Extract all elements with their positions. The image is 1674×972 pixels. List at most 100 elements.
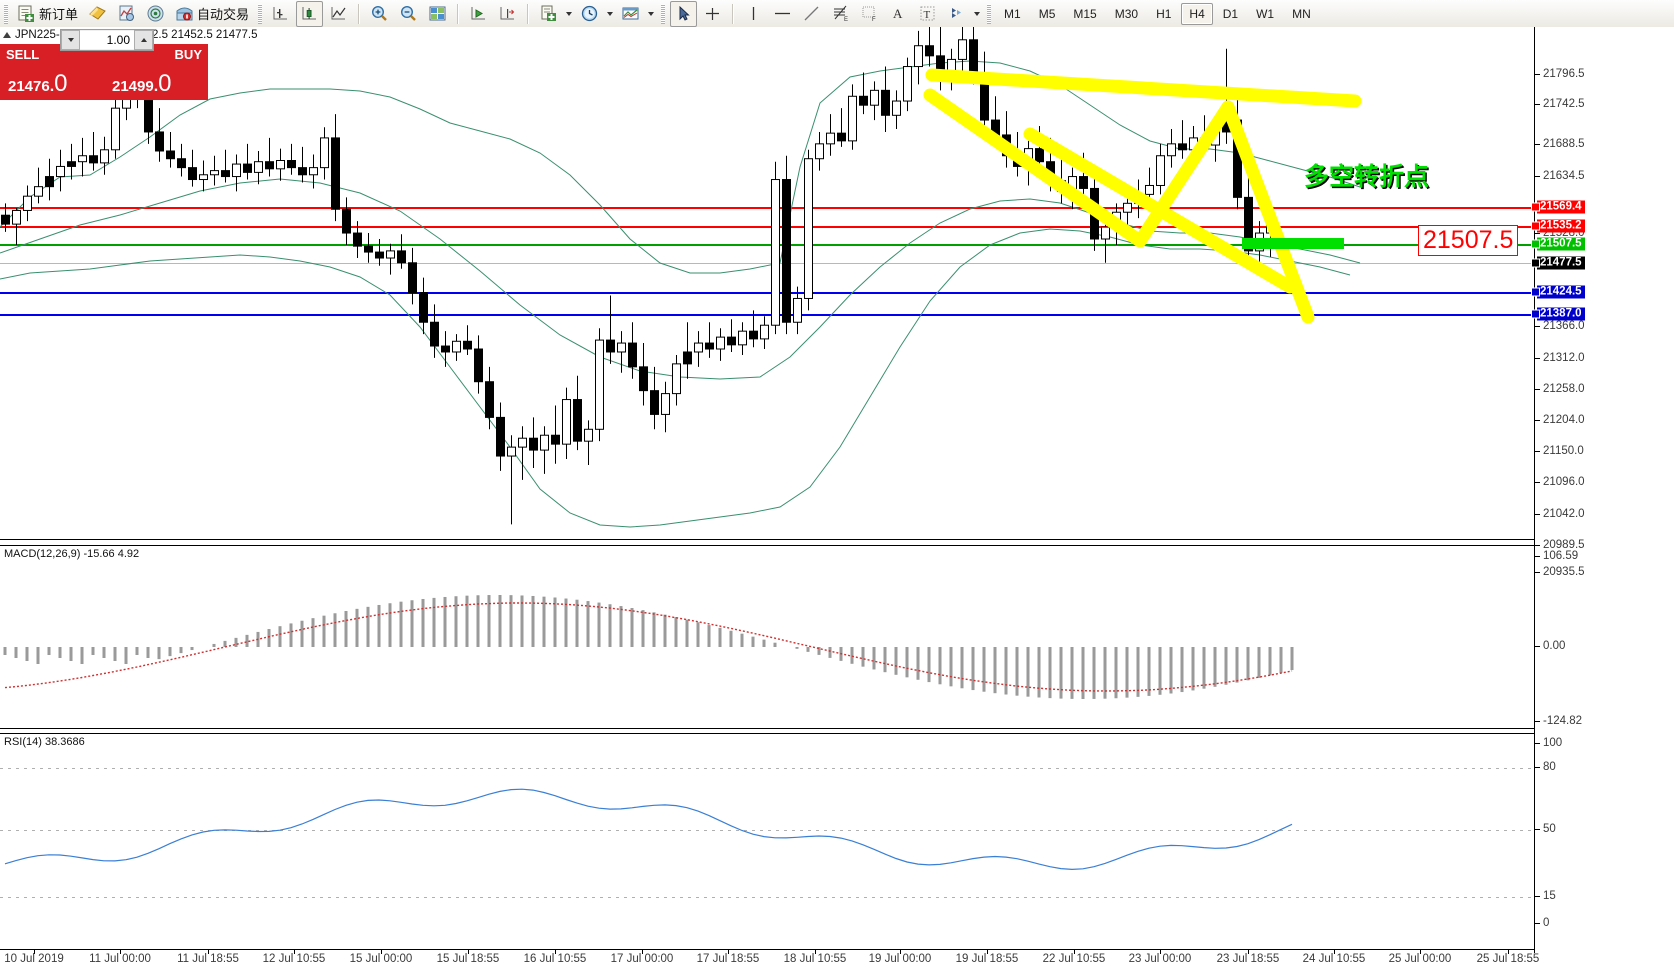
expert-advisors-button[interactable] [84, 1, 111, 27]
templates-icon [539, 4, 558, 23]
period-dropdown-arrow[interactable] [607, 11, 614, 16]
plot-wrapper[interactable]: 多空转折点 21507.5 MACD(12,26,9) -15.66 4.92 … [0, 27, 1539, 972]
price-pane[interactable]: 多空转折点 21507.5 [0, 27, 1534, 540]
price-tick [1535, 74, 1540, 75]
price-level-handle[interactable] [1531, 258, 1540, 268]
text-label-button[interactable]: A [885, 1, 912, 27]
toolbar-grip-3[interactable] [661, 3, 666, 24]
templates-dropdown-arrow[interactable] [566, 11, 573, 16]
horizontal-line-button[interactable] [769, 1, 796, 27]
price-axis[interactable]: 21796.521742.521688.521634.521580.521528… [1531, 27, 1674, 953]
period-button[interactable] [576, 1, 603, 27]
price-level-line[interactable] [0, 314, 1534, 316]
new-order-label: 新订单 [39, 7, 79, 22]
indicator-dropdown-arrow[interactable] [648, 11, 655, 16]
new-order-button[interactable]: 新订单 [13, 1, 82, 27]
timeframe-m1[interactable]: M1 [1004, 6, 1021, 21]
time-tick [728, 950, 729, 954]
channel-button[interactable]: F [856, 1, 883, 27]
line-chart-button[interactable] [325, 1, 352, 27]
price-level-line[interactable] [0, 292, 1534, 294]
time-axis-label: 23 Jul 18:55 [1216, 953, 1280, 965]
price-level-line[interactable] [0, 226, 1534, 228]
signals-button[interactable] [142, 1, 169, 27]
timeframe-m30[interactable]: M30 [1114, 6, 1139, 21]
buy-button[interactable]: BUY 21499.0 [104, 44, 208, 100]
cursor-button[interactable] [670, 0, 698, 27]
price-level-handle[interactable] [1531, 221, 1540, 231]
time-axis-label: 23 Jul 00:00 [1128, 953, 1192, 965]
price-level-handle[interactable] [1531, 239, 1540, 249]
price-level-label[interactable]: 21535.2 [1537, 219, 1585, 233]
volume-value[interactable]: 1.00 [80, 31, 134, 49]
crosshair-button[interactable] [699, 1, 726, 27]
zoom-out-button[interactable] [395, 1, 422, 27]
price-level-handle[interactable] [1531, 287, 1540, 297]
timeframe-d1[interactable]: D1 [1222, 6, 1239, 21]
fibonacci-button[interactable]: E [827, 1, 854, 27]
vertical-line-button[interactable] [740, 1, 767, 27]
toolbar-grip[interactable] [4, 3, 8, 24]
trade-buttons-box: SELL 21476.0 BUY 21499.0 1.00 [0, 29, 208, 100]
price-tick [1535, 358, 1540, 359]
market-button[interactable]: 自动交易 [171, 1, 253, 27]
timeframe-m15[interactable]: M15 [1073, 6, 1097, 21]
indicators-button[interactable] [113, 1, 140, 27]
timeframe-h4[interactable]: H4 [1181, 2, 1213, 25]
timeframe-w1[interactable]: W1 [1256, 6, 1275, 21]
rsi-pane[interactable]: RSI(14) 38.3686 [0, 733, 1534, 951]
sell-label: SELL [6, 47, 40, 62]
price-level-handle[interactable] [1531, 309, 1540, 319]
price-tick-label: 20989.5 [1543, 539, 1585, 551]
chart-area[interactable]: 多空转折点 21507.5 MACD(12,26,9) -15.66 4.92 … [0, 27, 1674, 972]
timeframe-mn[interactable]: MN [1292, 6, 1311, 21]
price-level-line[interactable] [0, 263, 1534, 264]
timeframe-m5[interactable]: M5 [1038, 6, 1056, 21]
time-axis[interactable]: 10 Jul 2019 11 Jul 00:00 11 Jul 18:55 12 Ju… [0, 949, 1539, 972]
chart-grid-button[interactable] [424, 1, 451, 27]
trendline-button[interactable] [798, 1, 825, 27]
period-icon [580, 4, 599, 23]
price-level-label[interactable]: 21477.5 [1537, 256, 1585, 270]
objects-dropdown-arrow[interactable] [974, 11, 981, 16]
volume-increase-button[interactable] [134, 30, 153, 50]
candlestick-series [1, 27, 1275, 525]
timeframe-h1[interactable]: H1 [1156, 6, 1172, 21]
objects-button[interactable] [943, 1, 970, 27]
price-level-label[interactable]: 21569.4 [1537, 200, 1585, 214]
price-level-line[interactable] [0, 207, 1534, 209]
indicator-list-icon [621, 4, 640, 23]
toolbar-grip-2[interactable] [258, 3, 263, 24]
time-axis-label: 15 Jul 00:00 [349, 953, 413, 965]
price-tick-label: 21366.0 [1543, 320, 1585, 332]
bar-chart-button[interactable] [267, 1, 294, 27]
zoom-in-icon [370, 4, 389, 23]
text-object-button[interactable]: T [914, 1, 941, 27]
price-level-handle[interactable] [1531, 202, 1540, 212]
time-tick [1160, 950, 1161, 954]
price-level-line[interactable] [0, 244, 1534, 246]
volume-stepper[interactable]: 1.00 [60, 29, 154, 51]
chart-shift-button[interactable] [494, 1, 521, 27]
fibonacci-icon: E [831, 4, 850, 23]
one-click-trading-panel[interactable]: JPN225-,H4 21482.5 21492.5 21452.5 21477… [0, 27, 258, 100]
indicator-list-button[interactable] [617, 1, 644, 27]
drawn-trend-lines[interactable] [0, 27, 1534, 539]
time-tick [381, 950, 382, 954]
volume-decrease-button[interactable] [61, 30, 80, 50]
sell-button[interactable]: SELL 21476.0 [0, 44, 104, 100]
candlestick-chart-button[interactable] [296, 0, 324, 27]
price-level-label[interactable]: 21507.5 [1537, 237, 1585, 251]
collapse-triangle-icon[interactable] [3, 32, 11, 38]
time-tick [900, 950, 901, 954]
price-level-label[interactable]: 21387.0 [1537, 307, 1585, 321]
price-level-label[interactable]: 21424.5 [1537, 285, 1585, 299]
zoom-in-button[interactable] [366, 1, 393, 27]
auto-scroll-button[interactable] [465, 1, 492, 27]
price-tick [1535, 104, 1540, 105]
toolbar-grip-4[interactable] [987, 3, 992, 24]
macd-pane[interactable]: MACD(12,26,9) -15.66 4.92 [0, 545, 1534, 729]
price-tick [1535, 389, 1540, 390]
templates-button[interactable] [535, 1, 562, 27]
time-tick [1248, 950, 1249, 954]
